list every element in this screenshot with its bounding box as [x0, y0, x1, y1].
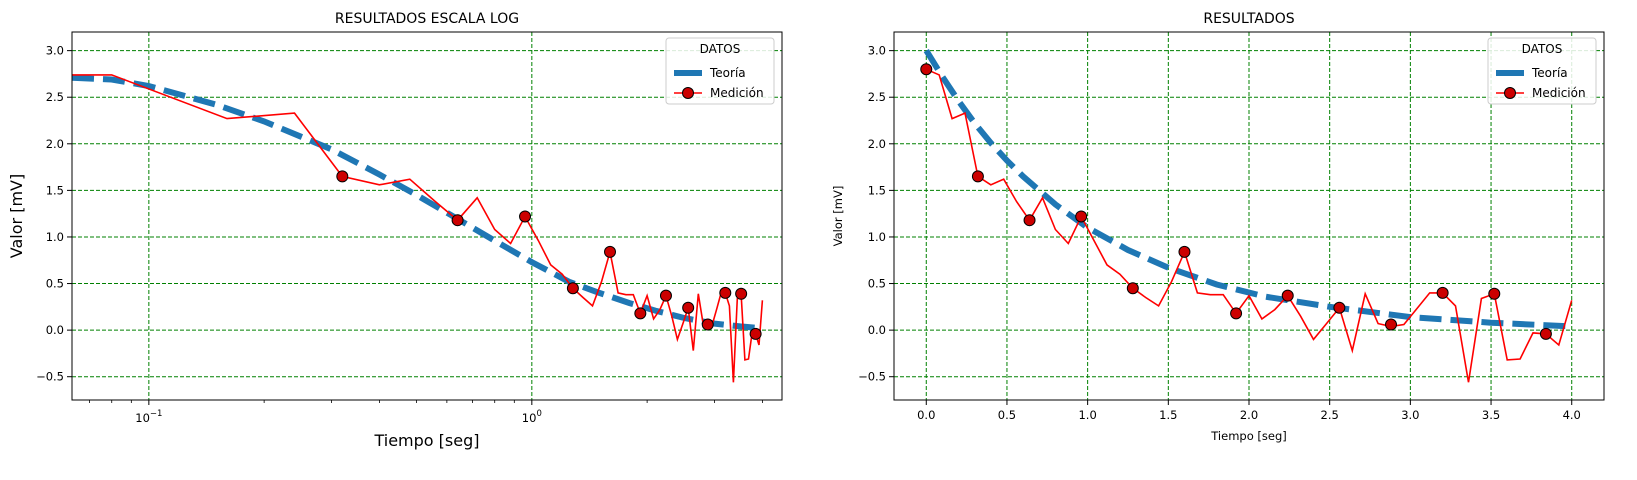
data-point-medicion — [1023, 214, 1036, 227]
y-tick-label: 0.5 — [46, 277, 64, 291]
axes-frame — [71, 31, 783, 401]
x-tick-label: 3.0 — [1401, 408, 1419, 422]
series-line-teoria — [923, 49, 1572, 330]
data-point-medicion — [920, 63, 933, 76]
data-point-medicion — [735, 287, 748, 300]
data-point-medicion — [1281, 289, 1294, 302]
data-point-medicion — [1126, 282, 1139, 295]
y-tick-label: 2.0 — [46, 137, 64, 151]
y-axis-label: Valor [mV] — [831, 186, 845, 247]
y-tick-label: 1.0 — [46, 230, 64, 244]
data-point-medicion — [634, 307, 647, 320]
linear-scale-chart: 0.0 0.5 1.0 1.5 2.0 2.5 3.0 3.5 4.0 3.0 2.5 2.0 1.5 1… — [831, 11, 1605, 443]
data-point-medicion — [1488, 287, 1501, 300]
y-tick-label: 2.0 — [868, 137, 886, 151]
y-tick-label: 1.5 — [868, 183, 886, 197]
x-tick-label: 0.0 — [917, 408, 935, 422]
chart-title: RESULTADOS ESCALA LOG — [335, 11, 519, 27]
data-point-medicion — [682, 301, 695, 314]
data-point-medicion — [1385, 318, 1397, 331]
y-tick-label: 0.5 — [868, 277, 886, 291]
log-scale-chart: 10−1 100 3.0 2.5 2.0 1.5 1.0 0.5 0.0 −0.5 RESULTAD… — [7, 11, 783, 450]
y-tick-label: 2.5 — [868, 90, 886, 104]
data-point-medicion — [1230, 307, 1243, 320]
y-tick-label: 1.5 — [46, 183, 64, 197]
series-line-medicion — [72, 74, 764, 383]
x-tick-label: 100 — [522, 409, 542, 425]
data-point-medicion — [1436, 286, 1449, 299]
legend-label-medicion: Medición — [1532, 86, 1586, 100]
y-tick-label: −0.5 — [858, 370, 886, 384]
data-point-medicion — [451, 214, 464, 227]
x-tick-label: 1.5 — [1159, 408, 1177, 422]
y-tick-label: 2.5 — [46, 90, 64, 104]
legend-box — [665, 37, 775, 105]
data-point-medicion — [604, 245, 617, 258]
plot-area — [920, 49, 1573, 383]
x-tick-label: 3.5 — [1482, 408, 1500, 422]
plot-area — [72, 74, 764, 383]
series-line-medicion — [925, 68, 1573, 383]
y-tick-label: 1.0 — [868, 230, 886, 244]
y-tick-label: 0.0 — [46, 323, 64, 337]
legend-marker-medicion — [1504, 87, 1516, 99]
y-tick-label: 3.0 — [46, 44, 64, 58]
x-tick-label: 0.5 — [998, 408, 1016, 422]
data-point-medicion — [519, 210, 532, 223]
x-tick-label: 2.5 — [1321, 408, 1339, 422]
x-axis-label: Tiempo [seg] — [373, 431, 479, 450]
legend-title: DATOS — [1522, 42, 1563, 56]
data-point-medicion — [1075, 210, 1088, 223]
data-point-medicion — [336, 170, 349, 183]
y-tick-label: 3.0 — [868, 44, 886, 58]
data-point-medicion — [749, 327, 762, 340]
x-tick-label: 1.0 — [1078, 408, 1096, 422]
legend-label-teoria: Teoría — [1531, 66, 1568, 80]
y-axis-label: Valor [mV] — [7, 174, 26, 258]
data-point-medicion — [701, 318, 714, 331]
legend-box — [1487, 37, 1597, 105]
x-axis-label: Tiempo [seg] — [1210, 429, 1286, 443]
legend-marker-medicion — [682, 87, 694, 99]
series-line-teoria — [72, 74, 763, 332]
legend-label-medicion: Medición — [710, 86, 764, 100]
legend-title: DATOS — [700, 42, 741, 56]
data-point-medicion — [566, 282, 579, 295]
chart-title: RESULTADOS — [1203, 11, 1294, 27]
data-point-medicion — [971, 170, 984, 183]
data-point-medicion — [1178, 245, 1191, 258]
data-point-medicion — [1539, 327, 1552, 340]
data-point-medicion — [1333, 301, 1346, 314]
legend: DATOS Teoría Medición — [665, 37, 775, 105]
data-point-medicion — [719, 286, 732, 299]
y-tick-label: 0.0 — [868, 323, 886, 337]
legend-label-teoria: Teoría — [709, 66, 746, 80]
x-tick-label: 10−1 — [135, 409, 162, 425]
y-tick-label: −0.5 — [36, 370, 64, 384]
legend: DATOS Teoría Medición — [1487, 37, 1597, 105]
data-point-medicion — [659, 289, 672, 302]
x-tick-label: 2.0 — [1240, 408, 1258, 422]
axes-frame — [893, 31, 1605, 401]
x-tick-label: 4.0 — [1563, 408, 1581, 422]
